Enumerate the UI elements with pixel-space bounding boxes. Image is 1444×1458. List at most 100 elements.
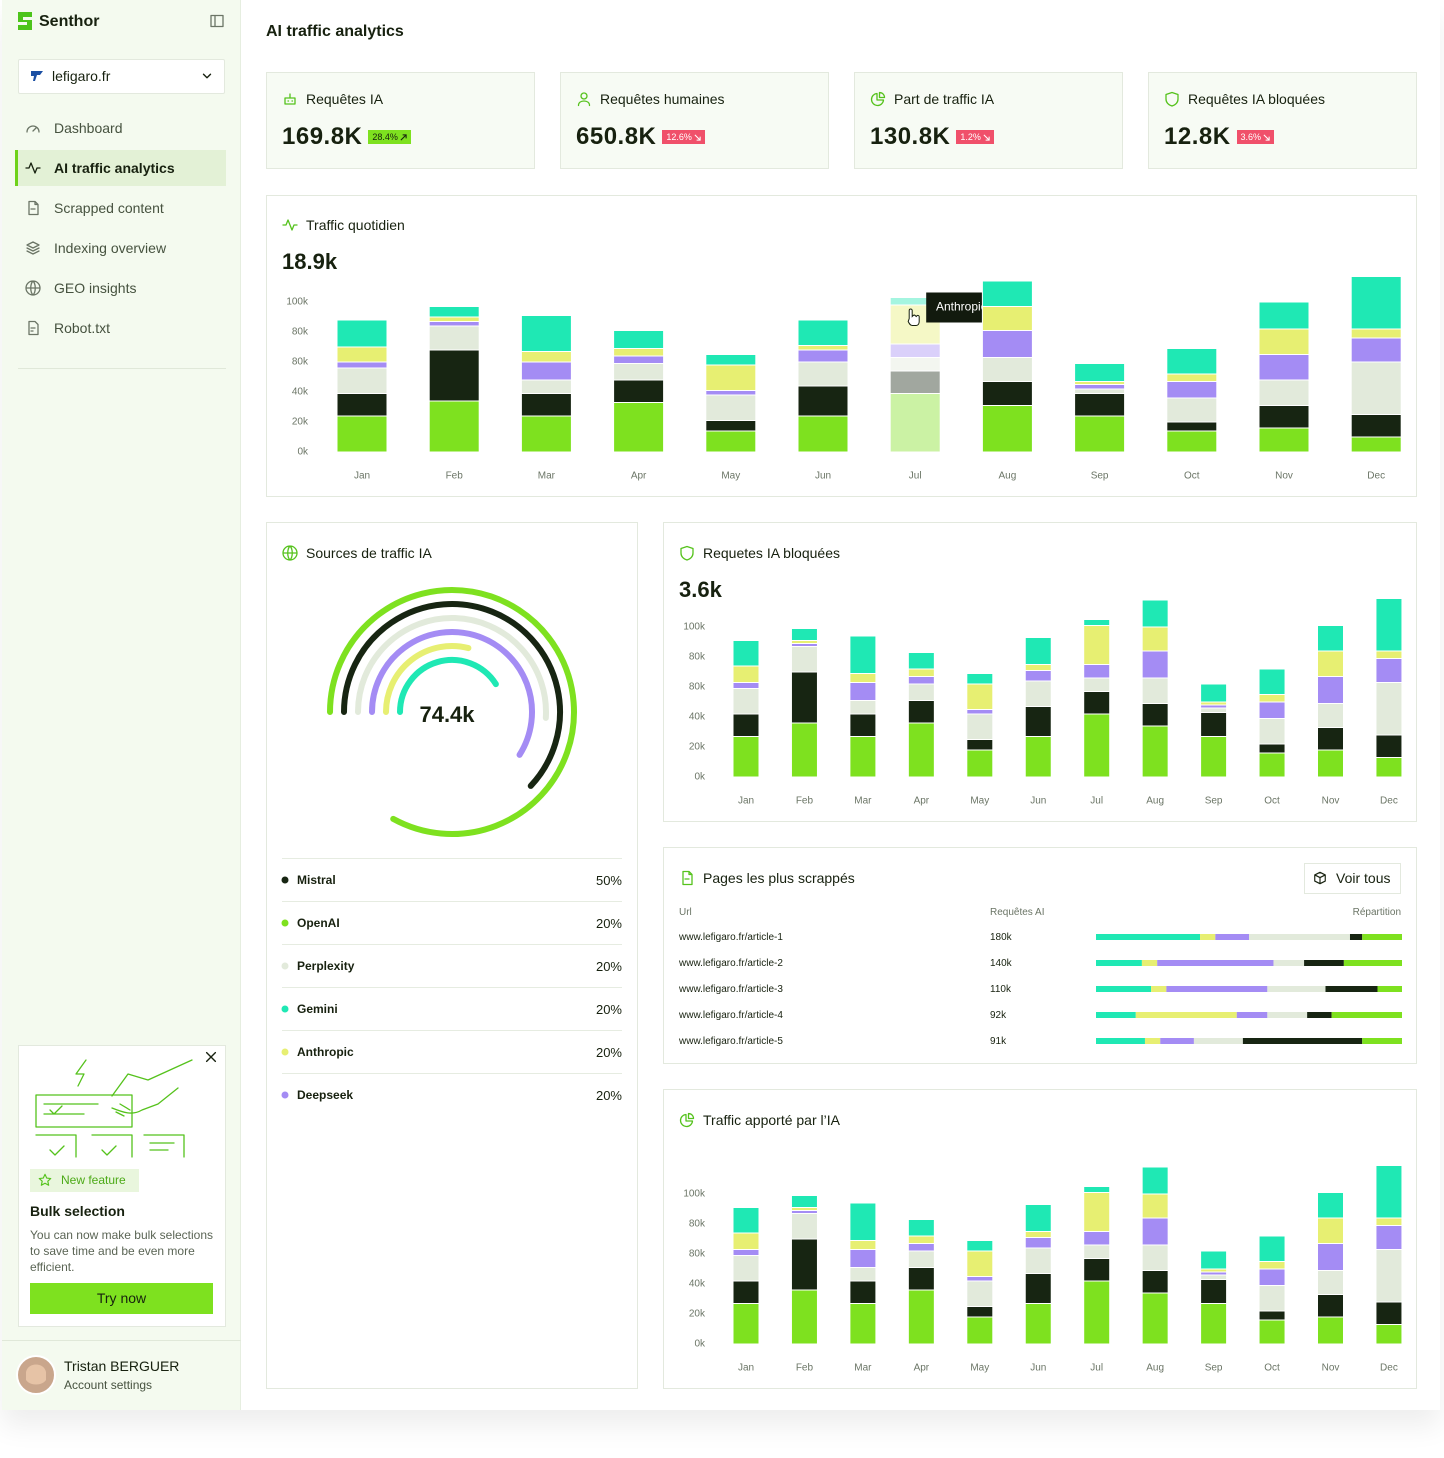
list-divider [282,1073,622,1074]
user-name: Tristan BERGUER [64,1358,180,1374]
trend-arrow-path [694,134,701,141]
icon-path [205,1051,217,1063]
page-url[interactable]: www.lefigaro.fr/article-1 [679,931,783,943]
page-url[interactable]: www.lefigaro.fr/article-5 [679,1035,783,1047]
promo-text: You can now make bulk selections to save… [30,1228,213,1274]
nav-icon [25,280,41,296]
kpi-value: 12.8K [1164,123,1231,150]
icon-path [38,1173,52,1186]
sidebar-divider [18,368,226,369]
user-link[interactable]: Account settings [64,1378,153,1392]
nav-item[interactable]: Robot.txt [54,320,111,336]
card-icon [282,545,298,561]
icon-path [25,162,41,174]
source-share: 20% [595,915,622,931]
nav-item[interactable]: Indexing overview [54,240,167,256]
card-title: Pages les plus scrappés [703,870,855,886]
user-divider [2,1340,241,1341]
site-selector[interactable] [18,59,225,94]
kpi-title: Requêtes humaines [600,91,725,107]
promo-close[interactable] [204,1050,218,1064]
page-url[interactable]: www.lefigaro.fr/article-4 [679,1009,783,1021]
source-share: 50% [595,872,622,888]
selector-chevron [202,73,212,79]
kpi-card [266,72,535,169]
kpi-change: 12.6% [662,130,705,144]
icon-path [577,92,591,107]
source-share: 20% [595,958,622,974]
icon-path [28,320,39,336]
kpi-title: Requêtes IA [306,91,384,107]
kpi-card [854,72,1123,169]
source-name: Gemini [297,1002,338,1016]
nav-item[interactable]: AI traffic analytics [54,160,175,176]
list-divider [282,858,622,859]
nav-icon [26,125,40,133]
source-name: Anthropic [297,1045,354,1059]
page-requests: 92k [990,1009,1007,1021]
tag-icon [38,1173,52,1186]
promo-button[interactable]: Try now [30,1283,213,1314]
list-divider [282,987,622,988]
card-title: Requetes IA bloquées [703,545,840,561]
table-header: Url [679,906,692,918]
card-headline: 3.6k [679,576,722,602]
source-share: 20% [595,1044,622,1060]
trend-arrow-path [983,134,990,141]
icon-path [679,1112,695,1128]
kpi-card [1148,72,1417,169]
icon-path [26,125,40,133]
page-url[interactable]: www.lefigaro.fr/article-3 [679,983,783,995]
promo-tag-bg [30,1169,139,1192]
card-icon [680,545,694,561]
kpi-value: 650.8K [576,123,657,150]
button-label: Voir tous [1336,870,1391,886]
card-headline: 18.9k [282,248,338,274]
icon-path [210,14,224,28]
trend-arrow [1263,134,1270,141]
table-header: Répartition [1352,906,1401,918]
source-name: Perplexity [297,959,355,973]
kpi-change: 1.2% [956,130,994,144]
brand: Senthor [39,12,100,30]
card-title: Sources de traffic IA [306,545,432,561]
kpi-icon [1165,91,1179,107]
nav-icon [25,162,41,174]
icon-path [26,241,40,255]
card [663,847,1417,1064]
trend-arrow-path [1263,134,1270,141]
icon-path [284,93,296,105]
source-name: Deepseek [297,1088,354,1102]
icon-path [680,545,694,561]
nav-item[interactable]: Dashboard [54,120,123,136]
kpi-card [560,72,829,169]
kpi-title: Requêtes IA bloquées [1188,91,1325,107]
table-header: Requêtes AI [990,906,1045,918]
trend-arrow-path [400,133,407,140]
page-requests: 180k [990,931,1012,943]
trend-arrow [694,134,701,141]
collapse-button[interactable] [209,13,225,29]
nav-active-bg [15,150,226,186]
kpi-value: 130.8K [870,123,951,150]
trend-arrow [400,133,407,140]
icon-path [28,200,39,216]
kpi-change: 3.6% [1236,130,1275,144]
kpi-icon [870,91,886,107]
button-icon [1314,871,1326,885]
nav-item[interactable]: GEO insights [54,280,137,296]
page-title: AI traffic analytics [266,22,404,40]
kpi-change: 28.4% [368,130,411,144]
nav-icon [28,320,39,336]
nav-icon [28,200,39,216]
card [663,522,1417,822]
list-divider [282,944,622,945]
kpi-icon [577,92,591,107]
icon-path [1165,91,1179,107]
site-name: lefigaro.fr [52,68,111,84]
kpi-value-row: 130.8K 1.2% [870,122,994,152]
page-url[interactable]: www.lefigaro.fr/article-2 [679,957,783,969]
page-requests: 140k [990,957,1012,969]
trend-arrow [983,134,990,141]
nav-item[interactable]: Scrapped content [54,200,164,216]
